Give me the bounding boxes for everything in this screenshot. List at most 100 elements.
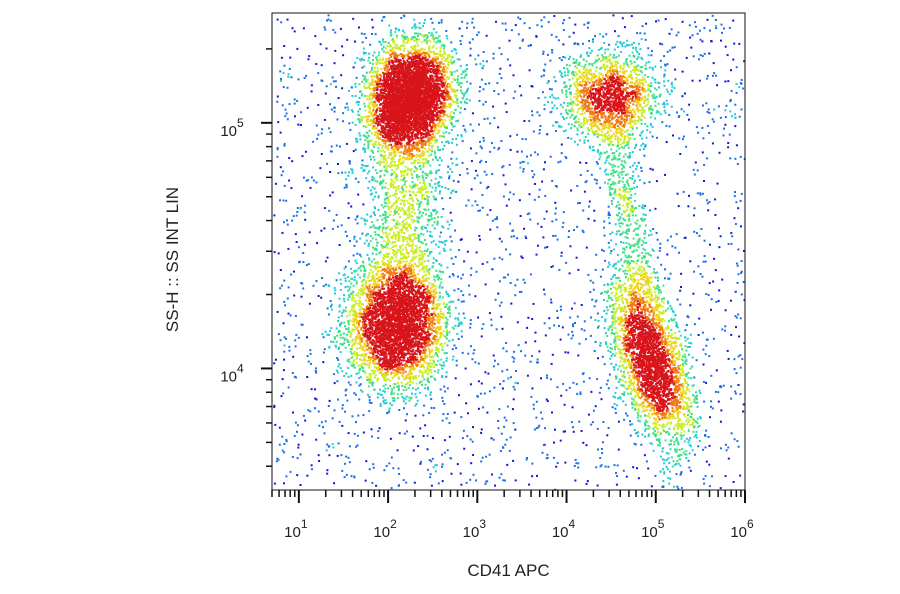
event-point (405, 269, 408, 272)
event-point (454, 108, 457, 111)
event-point (379, 85, 381, 88)
event-point (450, 73, 453, 76)
event-point (382, 38, 384, 41)
event-point (420, 93, 423, 96)
event-point (439, 39, 441, 42)
event-point (431, 79, 434, 82)
event-point (445, 140, 448, 143)
event-point (427, 39, 430, 42)
event-point (424, 55, 427, 58)
event-point (453, 94, 456, 97)
event-point (417, 80, 420, 83)
event-point (430, 17, 433, 20)
event-point (363, 273, 366, 276)
event-point (354, 123, 357, 126)
event-point (392, 117, 394, 120)
event-point (427, 77, 430, 80)
event-point (417, 75, 420, 77)
event-point (418, 22, 421, 25)
event-point (447, 93, 450, 96)
event-point (432, 90, 435, 93)
event-point (381, 79, 384, 82)
event-point (405, 41, 408, 44)
event-point (451, 56, 454, 59)
event-point (406, 86, 409, 89)
event-point (436, 102, 439, 105)
event-point (397, 92, 400, 95)
event-point (400, 71, 403, 74)
event-point (383, 112, 386, 115)
event-point (446, 58, 449, 60)
event-point (399, 48, 402, 51)
event-point (431, 59, 434, 62)
event-point (416, 134, 419, 137)
event-point (439, 388, 442, 391)
event-point (399, 107, 401, 110)
event-point (403, 110, 406, 113)
event-point (437, 95, 440, 98)
event-point (398, 63, 401, 66)
event-point (435, 59, 438, 62)
event-point (374, 101, 377, 103)
event-point (409, 38, 412, 41)
event-point (432, 302, 435, 305)
event-point (389, 368, 392, 371)
event-point (423, 54, 426, 57)
event-point (358, 377, 361, 380)
event-point (410, 96, 413, 99)
event-point (427, 80, 430, 83)
event-point (428, 124, 431, 127)
event-point (424, 80, 426, 83)
event-point (388, 63, 391, 66)
event-point (407, 366, 410, 369)
event-point (411, 138, 414, 141)
event-point (423, 70, 426, 73)
event-point (422, 95, 425, 98)
event-point (421, 123, 423, 126)
event-point (345, 372, 348, 375)
event-point (400, 62, 403, 65)
event-point (432, 121, 435, 124)
event-point (365, 165, 367, 168)
event-point (402, 106, 405, 109)
event-point (388, 49, 391, 52)
event-point (398, 126, 401, 129)
event-point (382, 106, 385, 109)
event-point (349, 350, 352, 353)
event-point (406, 119, 409, 122)
event-point (412, 86, 415, 89)
event-point (427, 82, 429, 85)
event-point (424, 78, 427, 81)
event-point (439, 78, 442, 81)
event-point (444, 126, 447, 129)
event-point (424, 142, 427, 145)
event-point (446, 67, 449, 70)
event-point (417, 32, 420, 35)
event-point (416, 65, 418, 68)
event-point (390, 143, 392, 146)
event-point (428, 380, 430, 383)
event-point (365, 119, 368, 122)
event-point (389, 31, 392, 34)
event-point (408, 112, 411, 115)
event-point (383, 67, 386, 70)
event-point (409, 78, 412, 81)
event-point (428, 62, 431, 65)
event-point (411, 147, 414, 150)
event-point (438, 94, 441, 97)
event-point (390, 68, 393, 71)
event-point (341, 370, 344, 373)
event-point (441, 135, 444, 138)
event-point (334, 80, 337, 83)
event-point (424, 97, 427, 100)
event-point (381, 19, 384, 22)
event-point (393, 131, 395, 133)
event-point (436, 83, 439, 86)
event-point (428, 137, 431, 140)
event-point (429, 70, 432, 72)
event-point (428, 121, 431, 124)
event-point (423, 140, 425, 143)
event-point (450, 110, 453, 113)
event-point (388, 122, 391, 125)
event-point (400, 17, 403, 19)
